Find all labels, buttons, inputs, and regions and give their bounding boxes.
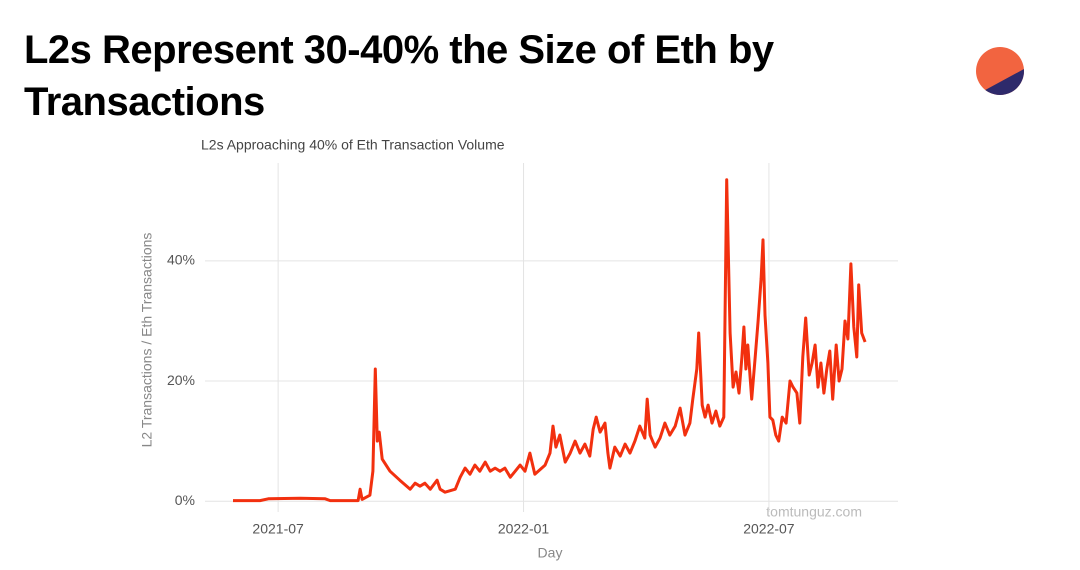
chart-title: L2s Approaching 40% of Eth Transaction V… (201, 137, 505, 153)
y-tick-label: 20% (167, 372, 195, 388)
y-axis-label: L2 Transactions / Eth Transactions (139, 233, 155, 448)
grid (205, 163, 898, 512)
x-tick-label: 2022-07 (743, 521, 795, 537)
chart: L2s Approaching 40% of Eth Transaction V… (139, 137, 898, 561)
logo (976, 47, 1024, 95)
x-tick-label: 2022-01 (498, 521, 550, 537)
data-line (233, 178, 867, 503)
y-tick-label: 0% (175, 492, 195, 508)
watermark: tomtunguz.com (766, 504, 862, 520)
y-tick-label: 40% (167, 252, 195, 268)
slide-title: L2s Represent 30-40% the Size of Eth by … (24, 28, 774, 124)
x-axis-label: Day (538, 545, 563, 561)
x-tick-label: 2021-07 (252, 521, 304, 537)
